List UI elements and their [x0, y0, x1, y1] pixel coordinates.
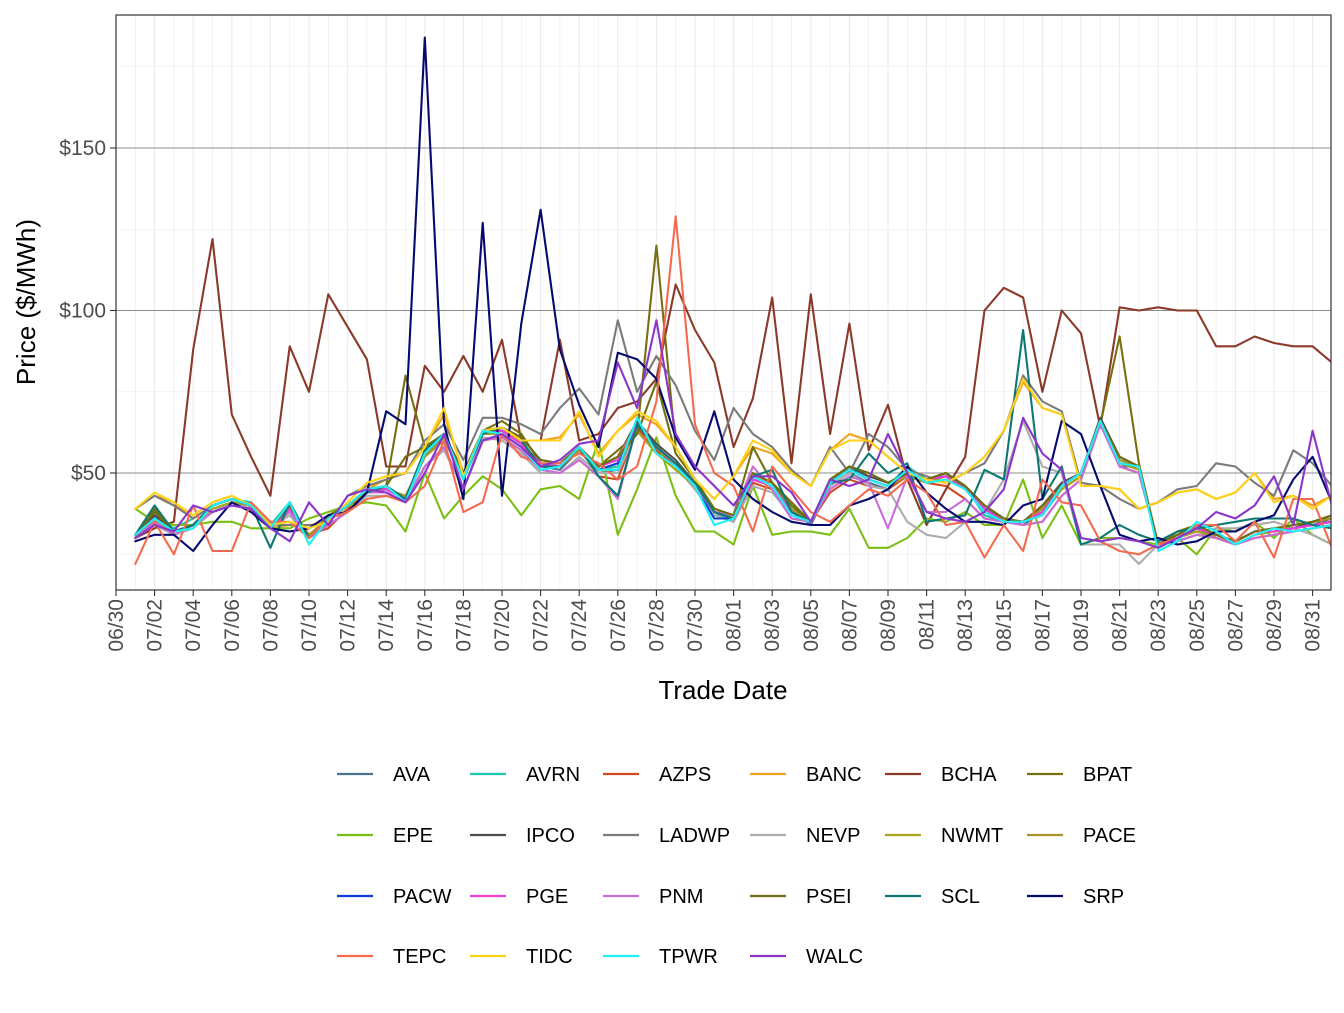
x-tick-label: 07/06	[221, 599, 244, 652]
x-tick-label: 08/09	[877, 599, 900, 652]
legend-label: BCHA	[941, 764, 997, 786]
x-tick-label: 07/04	[182, 599, 205, 652]
legend-label: TIDC	[526, 946, 573, 968]
legend-item-bpat: BPAT	[1027, 764, 1132, 786]
legend-label: IPCO	[526, 825, 575, 847]
legend-label: BANC	[806, 764, 862, 786]
legend-label: LADWP	[659, 825, 730, 847]
x-tick-label: 07/26	[607, 599, 630, 652]
legend-label: PACW	[393, 886, 452, 908]
legend-label: WALC	[806, 946, 863, 968]
y-axis-title: Price ($/MWh)	[11, 219, 41, 385]
legend-item-bcha: BCHA	[885, 764, 997, 786]
legend-item-pge: PGE	[470, 886, 568, 908]
x-tick-label: 06/30	[105, 599, 128, 652]
x-tick-label: 07/12	[337, 599, 360, 652]
x-tick-label: 08/17	[1031, 599, 1054, 652]
legend-item-pacw: PACW	[337, 886, 452, 908]
y-tick-label: $150	[59, 137, 106, 160]
legend-label: AVRN	[526, 764, 580, 786]
x-tick-label: 08/03	[761, 599, 784, 652]
x-tick-label: 07/30	[684, 599, 707, 652]
plot-panel-border	[115, 14, 1332, 591]
y-tick-label: $50	[71, 462, 106, 485]
x-tick-label: 08/15	[993, 599, 1016, 652]
grid-minor	[116, 15, 1331, 590]
x-tick-label: 07/20	[491, 599, 514, 652]
x-tick-label: 07/10	[298, 599, 321, 652]
x-tick-label: 08/21	[1109, 599, 1132, 652]
x-tick-label: 07/24	[568, 599, 591, 652]
legend-label: EPE	[393, 825, 433, 847]
legend-item-srp: SRP	[1027, 886, 1124, 908]
legend-label: AZPS	[659, 764, 711, 786]
legend-label: SCL	[941, 886, 980, 908]
legend: AVA AVRN AZPS BANC BCHA BPAT EPE IPCO LADWP NEVP N…	[337, 764, 1136, 968]
legend-item-pnm: PNM	[603, 886, 703, 908]
legend-item-ava: AVA	[337, 764, 431, 786]
legend-item-walc: WALC	[750, 946, 863, 968]
x-tick-label: 07/14	[375, 599, 398, 652]
legend-item-avrn: AVRN	[470, 764, 580, 786]
legend-label: SRP	[1083, 886, 1124, 908]
legend-item-tepc: TEPC	[337, 946, 446, 968]
x-tick-label: 08/27	[1224, 599, 1247, 652]
legend-label: PSEI	[806, 886, 852, 908]
x-tick-label: 08/07	[838, 599, 861, 652]
legend-item-ipco: IPCO	[470, 825, 575, 847]
legend-label: NEVP	[806, 825, 860, 847]
x-tick-label: 07/22	[530, 599, 553, 652]
x-tick-label: 08/01	[723, 599, 746, 652]
series-line-bcha	[134, 237, 1331, 540]
legend-label: PGE	[526, 886, 568, 908]
legend-item-psei: PSEI	[750, 886, 852, 908]
x-tick-label: 08/31	[1302, 599, 1325, 652]
x-tick-label: 08/29	[1263, 599, 1286, 652]
legend-item-azps: AZPS	[603, 764, 711, 786]
legend-label: PACE	[1083, 825, 1136, 847]
y-axis: $50 $100 $150	[59, 137, 116, 485]
legend-item-tidc: TIDC	[470, 946, 573, 968]
x-tick-label: 08/25	[1186, 599, 1209, 652]
legend-label: TEPC	[393, 946, 446, 968]
legend-label: AVA	[393, 764, 431, 786]
x-tick-label: 08/19	[1070, 599, 1093, 652]
x-tick-label: 07/16	[414, 599, 437, 652]
x-axis: 06/30 07/02 07/04 07/06 07/08 07/10 07/12 07/14…	[105, 590, 1325, 652]
x-tick-label: 08/05	[800, 599, 823, 652]
series-layer	[134, 36, 1331, 566]
x-axis-title: Trade Date	[658, 675, 787, 705]
x-tick-label: 07/28	[645, 599, 668, 652]
x-tick-label: 08/23	[1147, 599, 1170, 652]
series-line-walc	[134, 319, 1331, 549]
legend-item-tpwr: TPWR	[603, 946, 718, 968]
x-tick-label: 07/02	[144, 599, 167, 652]
legend-item-ladwp: LADWP	[603, 825, 730, 847]
y-tick-label: $100	[59, 300, 106, 323]
legend-label: TPWR	[659, 946, 718, 968]
x-tick-label: 08/11	[916, 599, 939, 650]
series-line-tpwr	[134, 416, 1331, 553]
legend-item-banc: BANC	[750, 764, 862, 786]
x-tick-label: 08/13	[954, 599, 977, 652]
legend-item-pace: PACE	[1027, 825, 1136, 847]
legend-label: PNM	[659, 886, 703, 908]
legend-item-nevp: NEVP	[750, 825, 860, 847]
legend-label: BPAT	[1083, 764, 1132, 786]
legend-label: NWMT	[941, 825, 1003, 847]
legend-item-scl: SCL	[885, 886, 980, 908]
x-tick-label: 07/18	[452, 599, 475, 652]
legend-item-epe: EPE	[337, 825, 433, 847]
legend-item-nwmt: NWMT	[885, 825, 1003, 847]
x-tick-label: 07/08	[259, 599, 282, 652]
